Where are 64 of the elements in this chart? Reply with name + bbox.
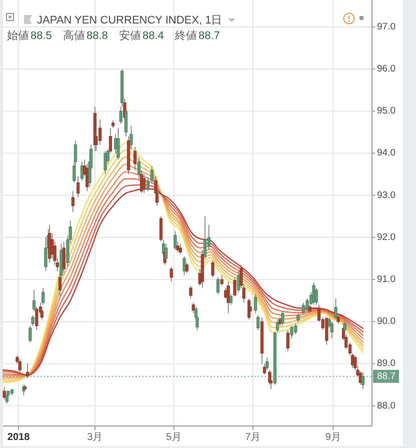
y-tick-label: 89.0 [377, 358, 396, 370]
annotation: 終値88.7 [174, 30, 220, 42]
y-tick-label: 90.0 [377, 316, 396, 328]
candlestick [325, 316, 328, 346]
ref-line-label: 88.7 [377, 370, 396, 382]
candlestick [104, 150, 107, 175]
candlestick [31, 314, 34, 326]
candlestick [294, 323, 298, 335]
y-tick-label: 91.0 [377, 274, 396, 286]
candlestick [134, 146, 137, 170]
candlestick [254, 294, 258, 314]
candlestick [266, 356, 269, 370]
x-tick-label: 5月 [166, 432, 182, 443]
candlestick [174, 230, 177, 250]
candlestick [116, 128, 120, 160]
candlestick [290, 325, 294, 339]
candlestick [18, 359, 22, 373]
candlestick [142, 174, 146, 194]
y-tick-label: 95.0 [377, 106, 396, 117]
candlestick [2, 386, 6, 400]
y-tick-label: 94.0 [377, 148, 396, 159]
candlestick [98, 119, 102, 146]
candlestick [42, 288, 45, 306]
candlestick [314, 288, 318, 306]
candlestick [256, 314, 260, 330]
x-tick-label: 9月 [325, 432, 341, 443]
candlestick [76, 176, 80, 198]
x-tick-label: 2018 [7, 432, 30, 443]
x-tick-label: 7月 [245, 432, 261, 443]
candlestick [178, 243, 182, 255]
candlestick [119, 106, 122, 124]
candlestick [220, 274, 224, 286]
y-tick-label: 96.0 [377, 64, 396, 75]
candlestick [182, 256, 186, 276]
candlestick [296, 312, 300, 323]
candlestick [185, 262, 188, 274]
y-tick-label: 97.0 [377, 21, 396, 32]
candlestick [312, 282, 316, 306]
x-tick-label: 3月 [87, 432, 103, 443]
candlestick [286, 330, 290, 352]
candlestick [192, 302, 195, 314]
candlestick [211, 260, 214, 278]
candlestick [334, 298, 338, 320]
candlestick [216, 277, 220, 295]
candlestick [170, 266, 173, 282]
candlestick [189, 285, 192, 299]
annotation: 高値88.8 [63, 29, 108, 42]
candlestick [159, 216, 163, 242]
candlestick [71, 190, 74, 213]
annotation: 始値88.5 [7, 30, 52, 42]
annotation: 安値88.4 [119, 29, 164, 42]
candlestick [226, 281, 230, 314]
candlestick [330, 321, 334, 339]
y-tick-label: 93.0 [377, 190, 396, 201]
candlestick [281, 310, 284, 326]
candlestick [302, 302, 305, 314]
candlestick [26, 363, 30, 379]
y-tick-label: 88.0 [377, 400, 396, 412]
candlestick [276, 319, 280, 333]
candlestick [229, 294, 232, 306]
y-tick-label: 92.0 [377, 232, 396, 243]
candlestick [361, 372, 364, 390]
candlestick [28, 325, 32, 344]
text: JAPAN YEN CURRENCY INDEX, 1日 [37, 14, 222, 26]
